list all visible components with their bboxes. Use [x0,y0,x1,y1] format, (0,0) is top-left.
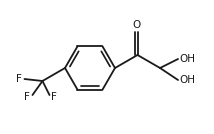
Text: O: O [132,20,140,30]
Text: F: F [52,92,57,102]
Text: F: F [24,92,30,102]
Text: OH: OH [179,54,195,64]
Text: F: F [16,74,21,84]
Text: OH: OH [179,75,195,85]
